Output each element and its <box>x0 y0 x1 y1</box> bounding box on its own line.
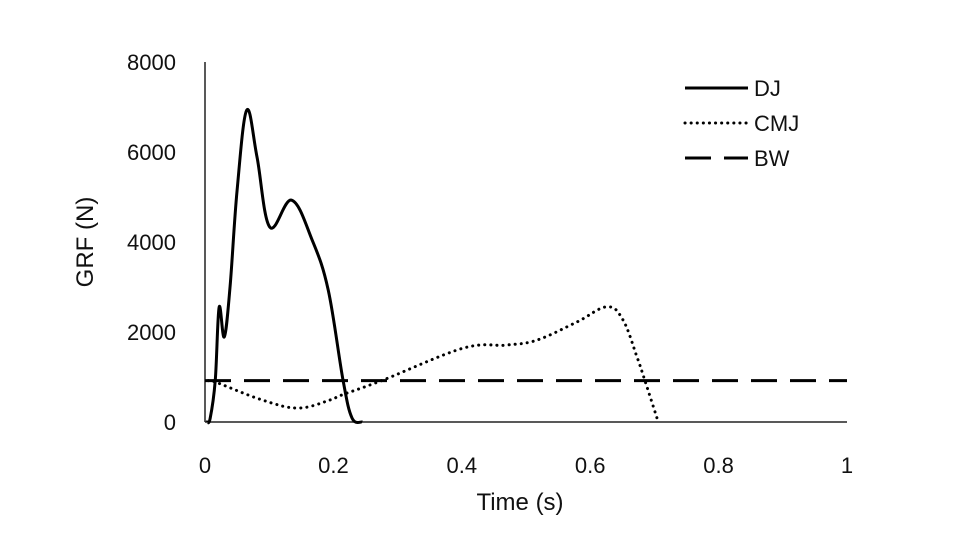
series-lines <box>205 108 847 425</box>
x-axis-label: Time (s) <box>476 489 563 516</box>
y-tick-label: 0 <box>164 410 176 435</box>
x-tick-label: 0 <box>199 453 211 478</box>
x-tick-label: 1 <box>841 453 853 478</box>
legend-label-bw: BW <box>754 146 790 171</box>
legend: DJ CMJ BW <box>683 76 799 171</box>
legend-label-cmj: CMJ <box>754 111 799 136</box>
x-tick-labels: 0 0.2 0.4 0.6 0.8 1 <box>199 453 853 478</box>
series-line-dj <box>205 108 363 425</box>
y-tick-label: 4000 <box>127 230 176 255</box>
y-tick-labels: 0 2000 4000 6000 8000 <box>127 50 176 435</box>
y-tick-label: 8000 <box>127 50 176 75</box>
legend-label-dj: DJ <box>754 76 781 101</box>
axes <box>204 62 847 423</box>
x-tick-label: 0.2 <box>318 453 349 478</box>
series-line-cmj <box>206 305 660 424</box>
y-tick-label: 2000 <box>127 320 176 345</box>
x-tick-label: 0.6 <box>575 453 606 478</box>
y-axis-label: GRF (N) <box>72 197 99 288</box>
y-tick-label: 6000 <box>127 140 176 165</box>
x-tick-label: 0.8 <box>703 453 734 478</box>
x-tick-label: 0.4 <box>447 453 478 478</box>
